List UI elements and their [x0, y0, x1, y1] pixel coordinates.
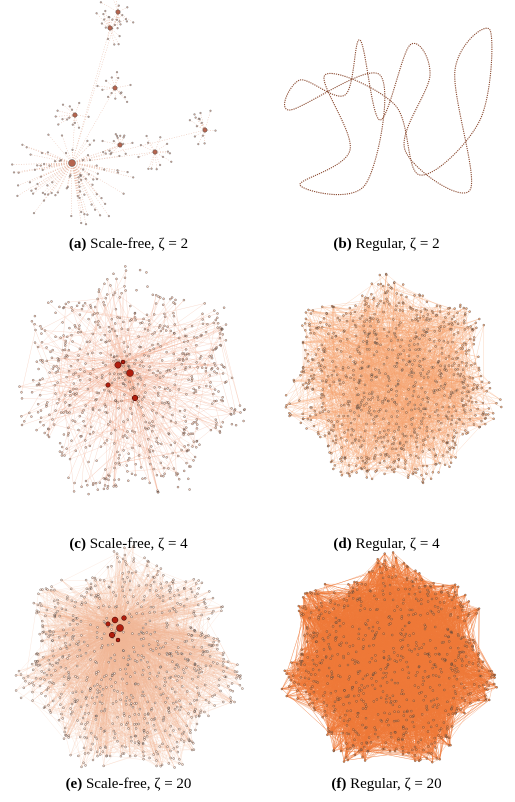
- subfigure-label: (e): [65, 776, 83, 792]
- network-nodes: [14, 545, 244, 769]
- caption-text: Scale-free, ζ = 20: [85, 776, 192, 792]
- subfigure-label: (f): [331, 776, 347, 792]
- caption-text: Regular, ζ = 4: [355, 536, 440, 552]
- caption: (f) Regular, ζ = 20: [258, 776, 515, 793]
- caption-text: Regular, ζ = 20: [350, 776, 442, 792]
- caption: (b) Regular, ζ = 2: [258, 236, 515, 253]
- subfigure-label: (a): [68, 236, 87, 252]
- caption: (c) Scale-free, ζ = 4: [0, 536, 257, 553]
- caption-text: Scale-free, ζ = 4: [89, 536, 188, 552]
- network-edges: [285, 273, 502, 483]
- subfigure-label: (b): [333, 236, 352, 252]
- network-nodes: [280, 551, 498, 764]
- caption-text: Scale-free, ζ = 2: [90, 236, 189, 252]
- hub-nodes: [105, 359, 139, 401]
- network-nodes: [11, 1, 217, 226]
- caption: (a) Scale-free, ζ = 2: [0, 236, 257, 253]
- caption: (d) Regular, ζ = 4: [258, 536, 515, 553]
- subfigure-label: (c): [69, 536, 86, 552]
- network-edges: [12, 0, 216, 225]
- caption: (e) Scale-free, ζ = 20: [0, 776, 257, 793]
- network-nodes: [18, 265, 246, 496]
- network-ring: [284, 27, 493, 195]
- subfigure-label: (d): [333, 536, 352, 552]
- caption-text: Regular, ζ = 2: [355, 236, 440, 252]
- hub-nodes: [105, 615, 127, 643]
- hub-nodes: [68, 9, 208, 167]
- network-nodes: [284, 272, 503, 485]
